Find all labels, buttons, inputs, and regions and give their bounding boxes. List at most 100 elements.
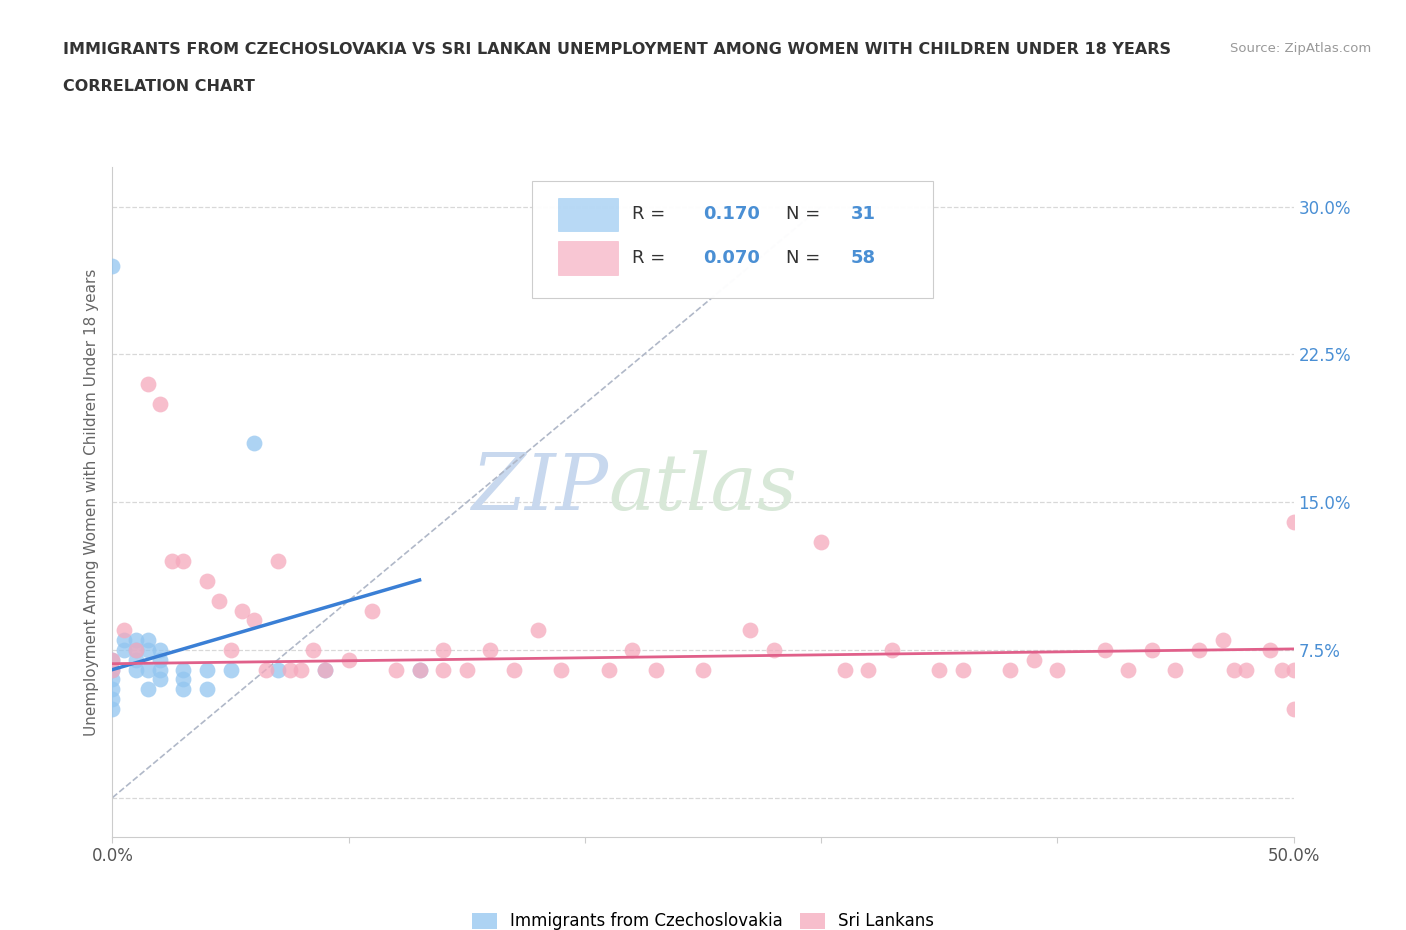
Point <box>762 643 785 658</box>
Point <box>149 652 172 667</box>
Point <box>1271 662 1294 677</box>
Point <box>314 662 336 677</box>
Point <box>598 662 620 677</box>
Point <box>101 662 124 677</box>
Point <box>1094 643 1116 658</box>
Point <box>125 632 148 647</box>
Point <box>243 435 266 450</box>
Point <box>692 662 714 677</box>
Point <box>136 682 159 697</box>
Text: IMMIGRANTS FROM CZECHOSLOVAKIA VS SRI LANKAN UNEMPLOYMENT AMONG WOMEN WITH CHILD: IMMIGRANTS FROM CZECHOSLOVAKIA VS SRI LA… <box>63 42 1171 57</box>
Text: 0.170: 0.170 <box>703 206 759 223</box>
Point <box>172 672 194 687</box>
Point <box>195 662 218 677</box>
Point <box>408 662 430 677</box>
Point <box>267 554 290 569</box>
Point <box>503 662 526 677</box>
Point <box>1258 643 1281 658</box>
Point <box>101 652 124 667</box>
Point <box>644 662 666 677</box>
Point <box>740 623 762 638</box>
Point <box>621 643 644 658</box>
Point <box>952 662 974 677</box>
Point <box>136 662 159 677</box>
Point <box>1212 632 1234 647</box>
Point <box>1164 662 1187 677</box>
Point <box>101 701 124 716</box>
Point <box>928 662 950 677</box>
Point <box>172 554 194 569</box>
Point <box>172 662 194 677</box>
Point <box>219 643 242 658</box>
Point <box>101 652 124 667</box>
Point <box>278 662 301 677</box>
Point <box>136 377 159 392</box>
Point <box>101 682 124 697</box>
Point <box>1046 662 1069 677</box>
Point <box>479 643 502 658</box>
Point <box>172 682 194 697</box>
Point <box>254 662 277 677</box>
Point <box>149 643 172 658</box>
Text: 58: 58 <box>851 249 876 267</box>
Point <box>149 396 172 411</box>
Legend: Immigrants from Czechoslovakia, Sri Lankans: Immigrants from Czechoslovakia, Sri Lank… <box>465 906 941 930</box>
Text: R =: R = <box>633 206 671 223</box>
Point <box>101 662 124 677</box>
Point <box>290 662 312 677</box>
Point <box>125 652 148 667</box>
Point <box>149 662 172 677</box>
Point <box>243 613 266 628</box>
FancyBboxPatch shape <box>558 241 619 274</box>
Point <box>101 692 124 707</box>
Point <box>231 603 253 618</box>
Point <box>1116 662 1139 677</box>
Text: N =: N = <box>786 206 825 223</box>
Point <box>101 259 124 273</box>
Point <box>526 623 548 638</box>
Point <box>1223 662 1246 677</box>
Point <box>112 632 135 647</box>
Point <box>208 593 231 608</box>
Point <box>408 662 430 677</box>
Point <box>267 662 290 677</box>
Point <box>125 662 148 677</box>
Point <box>101 672 124 687</box>
Point <box>1188 643 1211 658</box>
FancyBboxPatch shape <box>558 197 619 231</box>
Text: 0.070: 0.070 <box>703 249 759 267</box>
Point <box>1282 514 1305 529</box>
Point <box>337 652 360 667</box>
Text: 31: 31 <box>851 206 876 223</box>
Point <box>219 662 242 677</box>
Point <box>195 574 218 589</box>
Point <box>550 662 572 677</box>
Point <box>160 554 183 569</box>
Point <box>880 643 903 658</box>
Point <box>1282 662 1305 677</box>
Point <box>302 643 325 658</box>
Text: CORRELATION CHART: CORRELATION CHART <box>63 79 254 94</box>
Point <box>858 662 880 677</box>
Point <box>1234 662 1257 677</box>
Point <box>998 662 1021 677</box>
Point <box>1282 701 1305 716</box>
Point <box>136 632 159 647</box>
Point <box>432 662 454 677</box>
Point <box>1022 652 1045 667</box>
Point <box>385 662 408 677</box>
Point <box>149 672 172 687</box>
Point <box>125 643 148 658</box>
Text: N =: N = <box>786 249 825 267</box>
Point <box>125 643 148 658</box>
Point <box>361 603 384 618</box>
Point <box>314 662 336 677</box>
Point <box>810 534 832 549</box>
Point <box>112 643 135 658</box>
FancyBboxPatch shape <box>531 180 934 298</box>
Point <box>112 623 135 638</box>
Text: Source: ZipAtlas.com: Source: ZipAtlas.com <box>1230 42 1371 55</box>
Point <box>136 643 159 658</box>
Y-axis label: Unemployment Among Women with Children Under 18 years: Unemployment Among Women with Children U… <box>84 269 100 736</box>
Point <box>456 662 478 677</box>
